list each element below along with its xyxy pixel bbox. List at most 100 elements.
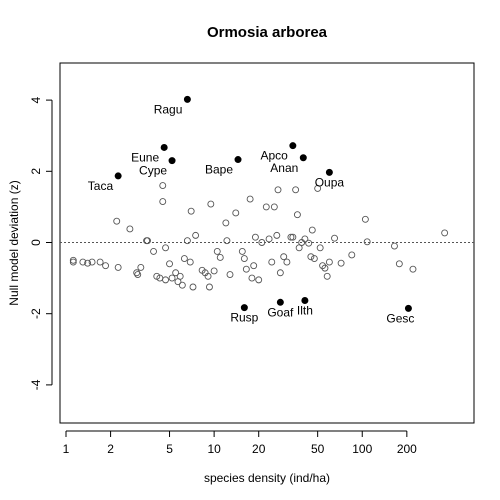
data-point: [150, 247, 157, 255]
data-point: [409, 265, 417, 273]
data-point: [178, 281, 186, 289]
point-label: Taca: [88, 179, 114, 193]
data-point: [361, 215, 369, 223]
data-point: [204, 272, 212, 280]
data-point: [223, 237, 231, 245]
data-point: [248, 274, 256, 282]
point-label: Cype: [139, 164, 167, 178]
x-tick-label: 100: [352, 442, 372, 456]
x-tick-label: 20: [252, 442, 266, 456]
data-point: [337, 259, 345, 267]
data-point: [232, 209, 240, 217]
x-tick-label: 10: [207, 442, 221, 456]
plot-frame: [59, 62, 475, 424]
data-point: [270, 203, 278, 211]
point-label: Ilth: [297, 304, 313, 318]
data-point: [293, 211, 301, 219]
data-point: [126, 225, 134, 233]
point-label: Gesc: [386, 311, 414, 325]
x-tick-label: 5: [166, 442, 173, 456]
highlighted-point: [325, 168, 333, 176]
x-axis-label: species density (ind/ha): [204, 471, 330, 485]
data-point: [206, 283, 213, 291]
data-point: [274, 186, 282, 194]
data-point: [280, 253, 288, 261]
y-tick-label: 4: [29, 96, 43, 103]
data-point: [276, 269, 284, 277]
highlighted-point: [301, 297, 309, 305]
point-label: Goaf: [267, 305, 294, 319]
data-point: [242, 265, 250, 273]
data-point: [159, 198, 167, 206]
highlighted-point: [276, 298, 284, 306]
data-point: [441, 229, 449, 237]
data-point: [192, 231, 200, 239]
data-point: [187, 207, 195, 215]
data-point: [307, 253, 315, 261]
data-point: [391, 242, 398, 250]
point-label: Bape: [205, 163, 233, 177]
data-point: [273, 231, 281, 239]
data-point: [331, 234, 338, 242]
data-point: [162, 244, 170, 252]
data-point: [88, 258, 96, 266]
data-point: [189, 283, 197, 291]
data-point: [79, 258, 87, 266]
data-point: [226, 271, 234, 278]
data-point: [176, 272, 184, 280]
data-point: [159, 182, 167, 189]
data-point: [363, 238, 371, 246]
chart-title: Ormosia arborea: [207, 24, 328, 41]
data-point: [137, 263, 145, 271]
data-point: [144, 237, 151, 245]
y-tick-label: -2: [29, 308, 43, 319]
data-point: [258, 239, 266, 246]
point-label: Oupa: [315, 175, 345, 189]
y-tick-label: -4: [29, 379, 43, 390]
data-point: [113, 217, 121, 225]
data-point: [250, 262, 258, 270]
point-label: Eune: [131, 150, 159, 164]
data-point: [168, 274, 176, 282]
data-point: [133, 269, 141, 277]
data-point: [114, 263, 122, 271]
data-point: [240, 255, 248, 262]
data-point: [265, 235, 273, 243]
highlighted-point: [114, 172, 122, 180]
highlighted-point: [160, 143, 168, 151]
data-point: [316, 244, 324, 252]
data-point: [325, 258, 333, 266]
data-point: [321, 264, 329, 272]
point-label: Ragu: [154, 102, 183, 116]
x-axis: 1 2 5 10 20 50 100 200: [63, 430, 417, 456]
point-label: Anan: [270, 161, 298, 175]
data-point: [102, 262, 110, 270]
data-point: [308, 226, 316, 234]
data-point: [255, 276, 263, 284]
y-tick-label: 2: [29, 168, 43, 175]
data-point: [292, 186, 300, 194]
data-point: [180, 255, 188, 262]
data-point: [172, 269, 180, 277]
data-point: [238, 247, 246, 255]
background-species-points: [69, 182, 449, 291]
data-point: [395, 260, 403, 268]
y-axis: -4 -2 0 2 4: [29, 96, 53, 390]
data-point: [305, 239, 313, 247]
data-point: [301, 235, 309, 243]
y-axis-label: Null model deviation (z): [7, 180, 21, 305]
point-label: Apco: [260, 149, 288, 163]
data-point: [283, 258, 291, 266]
data-point: [289, 233, 297, 241]
data-point: [166, 260, 173, 268]
data-point: [183, 237, 191, 245]
data-point: [222, 219, 230, 227]
data-point: [314, 184, 322, 192]
x-tick-label: 1: [63, 442, 70, 456]
data-point: [69, 256, 77, 264]
data-point: [319, 262, 327, 270]
data-point: [262, 203, 270, 211]
x-tick-label: 200: [397, 442, 417, 456]
data-point: [186, 258, 194, 266]
